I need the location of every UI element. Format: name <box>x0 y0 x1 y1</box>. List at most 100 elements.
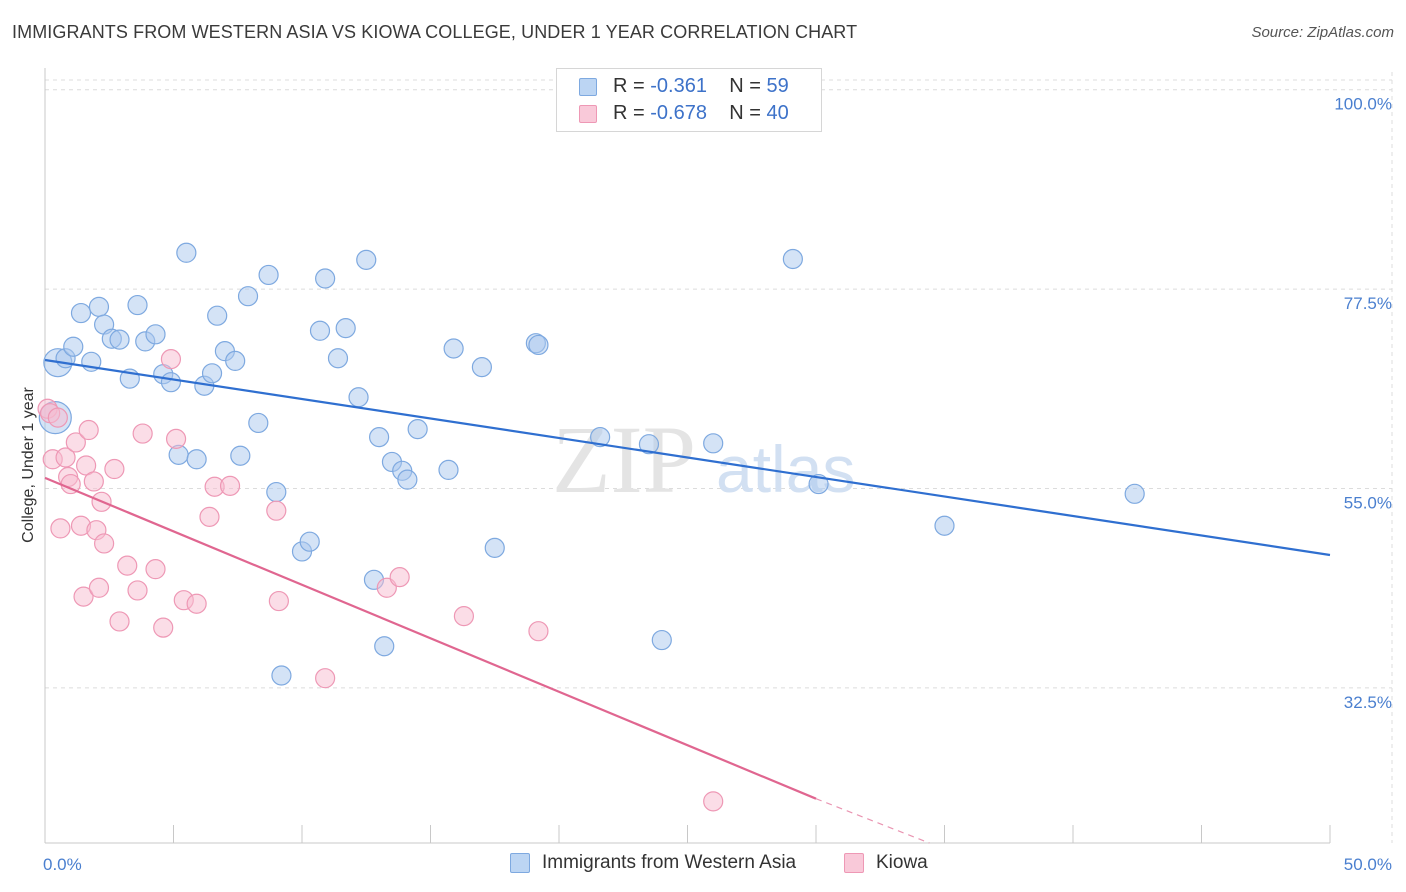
legend-n-label: N = <box>729 102 761 124</box>
immigrants-point-21 <box>207 305 228 326</box>
legend-r-value-kiowa: -0.678 <box>650 102 707 124</box>
immigrants-point-55 <box>782 248 803 270</box>
legend-text-kiowa: R = -0.678 N = 40 <box>613 102 789 125</box>
kiowa-point-24 <box>153 617 174 638</box>
immigrants-point-56 <box>808 473 829 495</box>
kiowa-point-13 <box>83 471 104 492</box>
immigrants-point-54 <box>703 433 724 454</box>
immigrants-point-33 <box>315 268 336 289</box>
kiowa-point-26 <box>165 428 187 449</box>
kiowa-point-20 <box>117 555 138 576</box>
immigrants-point-58 <box>1124 483 1145 504</box>
kiowa-trend-extension <box>815 798 930 844</box>
kiowa-point-18 <box>104 458 125 480</box>
immigrants-point-17 <box>176 242 197 263</box>
immigrants-point-45 <box>438 459 459 481</box>
immigrants-point-52 <box>638 434 660 455</box>
x-tick-labels: 0.0% 50.0% <box>43 855 1392 874</box>
kiowa-point-3 <box>47 407 68 428</box>
legend-n-value-immigrants: 59 <box>766 75 789 97</box>
immigrants-point-51 <box>590 427 611 448</box>
kiowa-point-23 <box>145 559 166 580</box>
immigrants-point-39 <box>369 427 390 448</box>
bottom-legend-immigrants: Immigrants from Western Asia <box>510 852 830 876</box>
immigrants-point-15 <box>160 372 182 393</box>
chart-title: IMMIGRANTS FROM WESTERN ASIA VS KIOWA CO… <box>12 22 858 42</box>
legend-swatch-immigrants <box>579 78 597 96</box>
immigrants-point-27 <box>258 264 279 286</box>
immigrants-point-18 <box>186 449 207 470</box>
bottom-legend-label-immigrants: Immigrants from Western Asia <box>542 852 797 873</box>
legend-n-value-kiowa: 40 <box>766 102 789 124</box>
legend-r-value-immigrants: -0.361 <box>650 75 707 97</box>
bottom-legend-swatch-kiowa <box>844 853 864 873</box>
immigrants-point-34 <box>327 348 349 369</box>
immigrants-point-53 <box>651 629 672 651</box>
immigrants-point-25 <box>237 286 259 307</box>
immigrants-point-3 <box>63 336 84 357</box>
kiowa-point-32 <box>266 500 287 521</box>
y-tick-label-1: 55.0% <box>1344 494 1392 513</box>
immigrants-point-48 <box>484 537 505 558</box>
kiowa-point-28 <box>186 593 207 614</box>
immigrants-point-28 <box>271 665 292 686</box>
kiowa-point-4 <box>50 518 71 539</box>
trend-lines <box>44 358 1331 844</box>
immigrants-point-23 <box>225 350 246 372</box>
immigrants-point-6 <box>88 296 110 317</box>
source-credit: Source: ZipAtlas.com <box>1251 24 1394 41</box>
correlation-legend: R = -0.361 N = 59 R = -0.678 N = 40 <box>556 68 822 132</box>
series-immigrants-points <box>38 242 1145 686</box>
immigrants-point-44 <box>407 419 428 440</box>
kiowa-point-22 <box>132 423 153 444</box>
kiowa-point-31 <box>219 475 241 496</box>
bottom-legend-swatch-immigrants <box>510 853 530 873</box>
immigrants-point-29 <box>266 481 287 503</box>
bottom-legend-label-kiowa: Kiowa <box>876 852 928 873</box>
kiowa-point-34 <box>315 668 336 689</box>
bottom-legend-kiowa: Kiowa <box>844 852 964 876</box>
x-tick-label-1: 50.0% <box>1344 855 1392 874</box>
kiowa-point-10 <box>73 586 94 607</box>
immigrants-point-20 <box>201 363 223 384</box>
immigrants-point-4 <box>70 302 92 324</box>
legend-swatch-kiowa <box>579 105 597 123</box>
immigrants-point-11 <box>127 294 148 316</box>
immigrants-point-24 <box>230 445 251 466</box>
legend-n-label: N = <box>729 75 761 97</box>
kiowa-point-15 <box>88 577 110 598</box>
immigrants-point-40 <box>374 636 395 657</box>
immigrants-point-26 <box>248 412 269 434</box>
y-axis-label: College, Under 1 year <box>20 387 37 543</box>
immigrants-point-46 <box>443 338 464 359</box>
y-tick-label-0: 32.5% <box>1344 693 1392 712</box>
immigrants-point-47 <box>471 357 492 378</box>
kiowa-trend-line <box>44 476 817 800</box>
immigrants-point-43 <box>397 469 418 490</box>
legend-r-label: R = <box>613 102 645 124</box>
immigrants-point-32 <box>309 320 331 341</box>
immigrants-point-9 <box>109 329 130 350</box>
watermark-atlas: atlas <box>716 432 855 506</box>
kiowa-point-36 <box>389 567 410 588</box>
legend-text-immigrants: R = -0.361 N = 59 <box>613 75 789 98</box>
watermark: ZIP atlas <box>552 406 855 513</box>
immigrants-point-57 <box>934 515 955 536</box>
y-tick-label-3: 100.0% <box>1334 95 1392 114</box>
kiowa-point-12 <box>78 419 99 441</box>
kiowa-point-5 <box>55 447 76 468</box>
immigrants-point-35 <box>335 318 356 339</box>
immigrants-point-50 <box>528 334 549 356</box>
x-tick-label-0: 0.0% <box>43 855 82 874</box>
kiowa-point-8 <box>65 432 86 453</box>
immigrants-point-37 <box>356 249 377 270</box>
immigrants-point-36 <box>348 387 369 408</box>
kiowa-point-29 <box>199 506 220 527</box>
kiowa-point-25 <box>160 349 182 370</box>
kiowa-point-38 <box>528 621 549 642</box>
legend-r-label: R = <box>613 75 645 97</box>
watermark-zip: ZIP <box>552 406 696 513</box>
y-tick-label-2: 77.5% <box>1344 294 1392 313</box>
kiowa-point-19 <box>109 611 130 632</box>
